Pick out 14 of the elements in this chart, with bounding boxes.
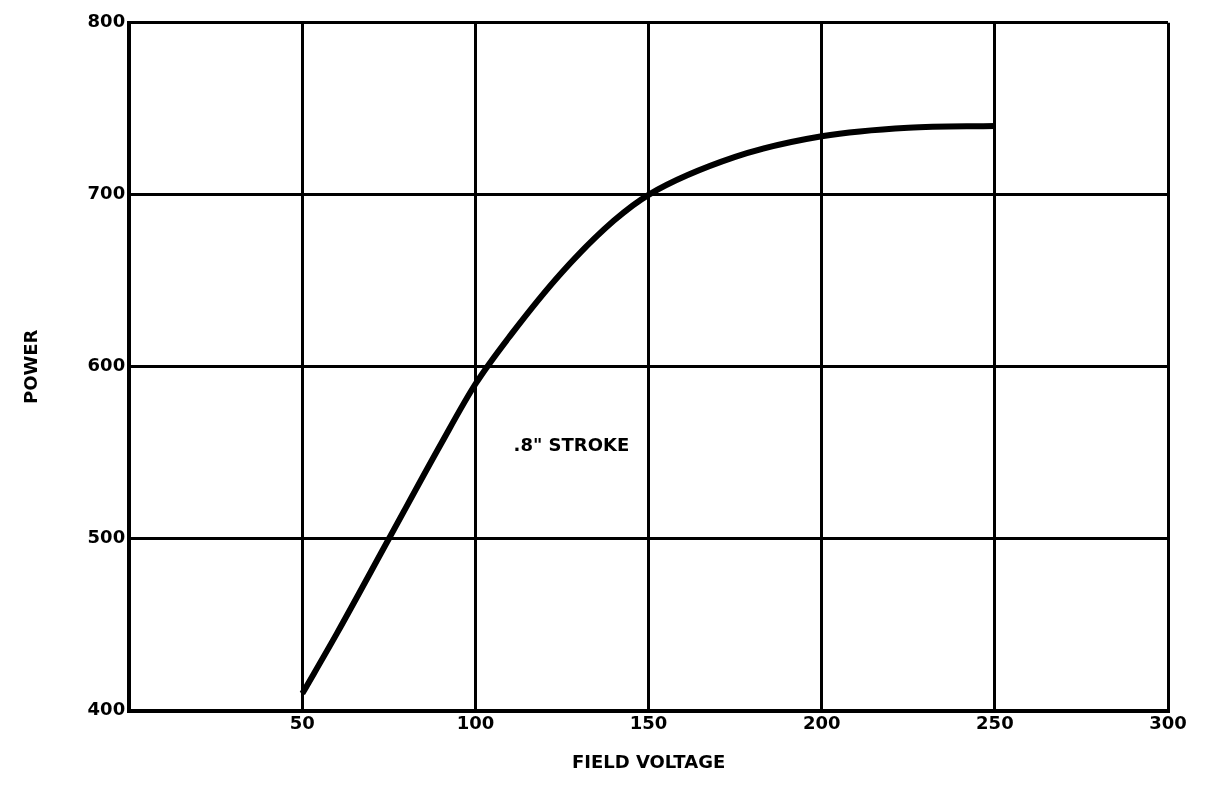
x-tick-label: 150	[629, 712, 668, 734]
y-tick-label: 700	[87, 182, 126, 204]
x-tick-label: 300	[1149, 712, 1187, 734]
annotation: .8" STROKE	[513, 433, 630, 455]
y-tick-label: 600	[87, 354, 126, 376]
y-tick-label: 500	[87, 526, 126, 548]
x-tick-label: 50	[289, 712, 315, 734]
y-tick-label: 400	[87, 698, 126, 720]
y-tick-label: 800	[87, 10, 126, 32]
x-axis-title: FIELD VOLTAGE	[571, 750, 726, 772]
y-axis-title: POWER	[20, 329, 42, 405]
x-tick-label: 100	[456, 712, 495, 734]
x-tick-label: 250	[976, 712, 1014, 734]
x-tick-label: 200	[802, 712, 841, 734]
